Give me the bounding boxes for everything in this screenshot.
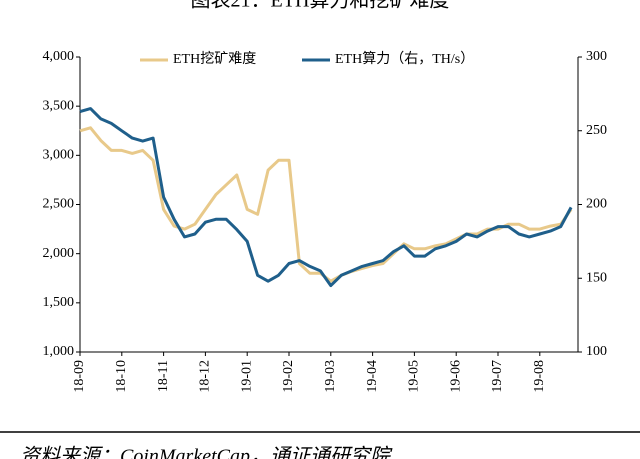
x-tick-label: 18-11 [156, 360, 171, 392]
y2-tick-label: 100 [586, 344, 607, 359]
legend-label: ETH算力（右，TH/s） [335, 51, 474, 67]
x-tick-label: 18-09 [72, 360, 87, 393]
chart-title: 图表21：ETH算力和挖矿难度 [191, 0, 450, 12]
x-tick-label: 18-10 [114, 360, 129, 393]
x-tick-label: 19-04 [365, 360, 380, 393]
series-line [79, 107, 573, 288]
y-tick-label: 3,500 [43, 98, 75, 113]
y-tick-label: 4,000 [43, 49, 75, 64]
y2-tick-label: 250 [586, 123, 607, 138]
y-tick-label: 2,500 [43, 197, 75, 212]
y2-tick-label: 300 [586, 49, 607, 64]
y-tick-label: 2,000 [43, 246, 75, 261]
y-tick-label: 1,500 [43, 295, 75, 310]
x-tick-label: 19-08 [532, 360, 547, 393]
x-tick-label: 19-02 [281, 360, 296, 393]
x-tick-label: 19-07 [490, 360, 505, 393]
x-tick-label: 19-03 [323, 360, 338, 393]
y-tick-label: 3,000 [43, 148, 75, 163]
series-line [79, 126, 573, 283]
y-tick-label: 1,000 [43, 344, 75, 359]
y2-tick-label: 150 [586, 270, 607, 285]
x-tick-label: 19-05 [407, 360, 422, 393]
x-tick-label: 19-06 [448, 360, 463, 393]
x-tick-label: 19-01 [239, 360, 254, 393]
x-tick-label: 18-12 [198, 360, 213, 393]
source: 资料来源：CoinMarketCap，通证通研究院 [20, 446, 393, 459]
legend-label: ETH挖矿难度 [173, 51, 256, 67]
y2-tick-label: 200 [586, 197, 607, 212]
